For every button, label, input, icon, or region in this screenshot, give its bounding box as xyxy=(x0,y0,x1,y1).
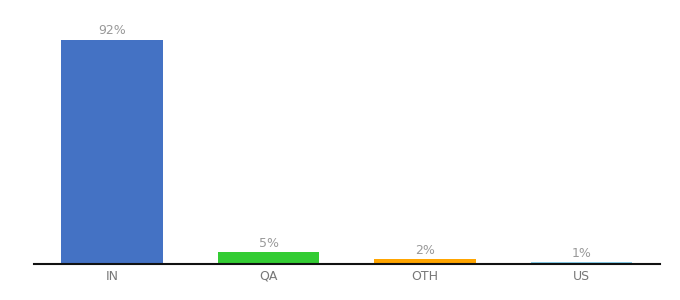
Bar xyxy=(61,40,163,264)
Text: 2%: 2% xyxy=(415,244,435,257)
Bar xyxy=(374,259,476,264)
Bar xyxy=(530,262,632,264)
Text: 92%: 92% xyxy=(99,24,126,37)
Text: 5%: 5% xyxy=(258,237,279,250)
Text: 1%: 1% xyxy=(571,247,592,260)
Bar xyxy=(218,252,320,264)
